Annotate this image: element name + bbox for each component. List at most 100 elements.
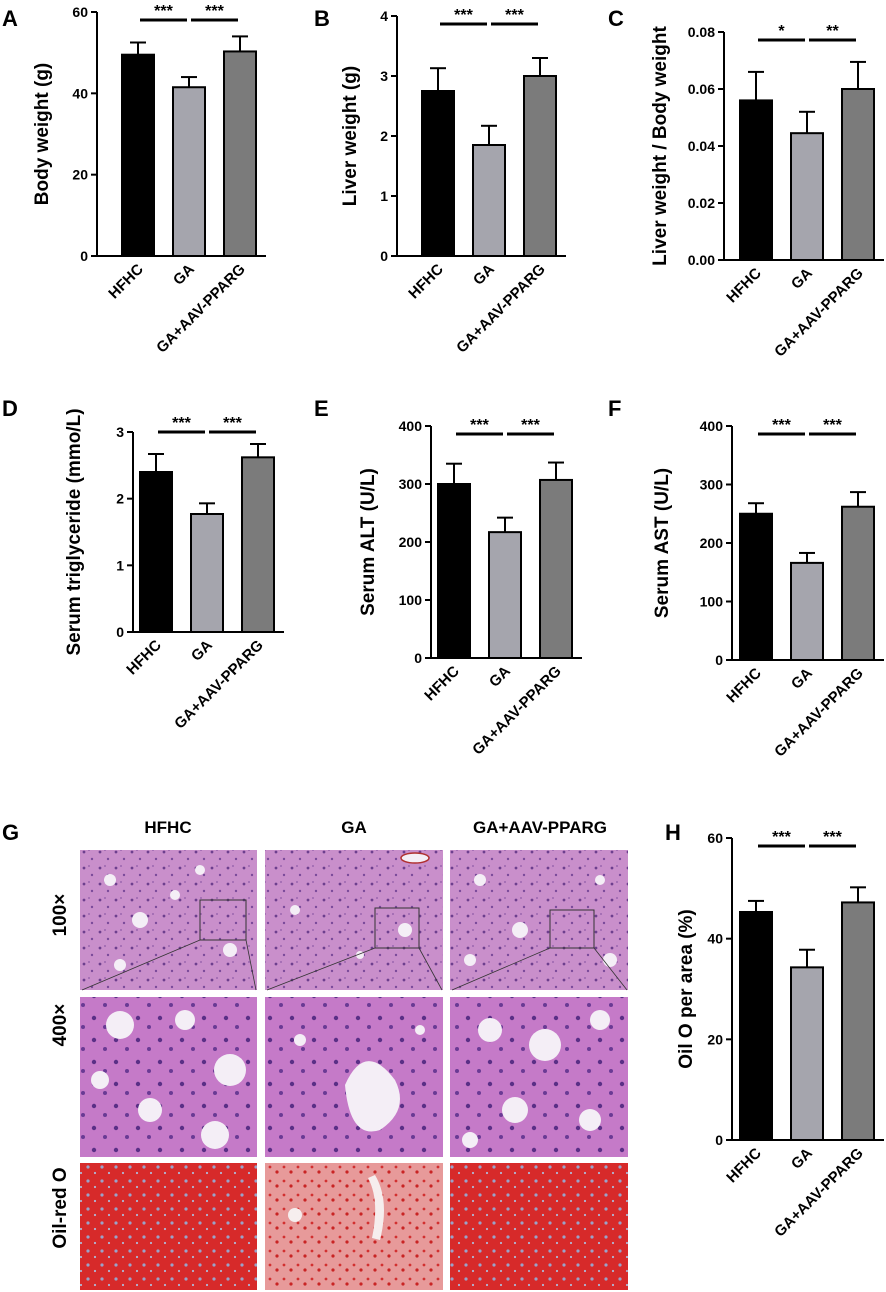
x-tick-label: HFHC [123, 637, 165, 679]
y-tick-label: 0.06 [688, 81, 715, 97]
bar [421, 90, 455, 257]
histology-row-label: 100× [50, 894, 71, 937]
x-tick-label: GA+AAV-PPARG [771, 265, 867, 361]
y-tick-label: 2 [380, 128, 388, 144]
y-tick-label: 4 [380, 8, 388, 24]
x-tick-label: HFHC [105, 261, 147, 303]
y-axis-label: Body weight (g) [32, 63, 53, 205]
x-tick-label: HFHC [723, 265, 765, 307]
bar [739, 512, 773, 661]
bar [139, 471, 173, 633]
y-axis-label: Serum ALT (U/L) [358, 468, 379, 616]
y-tick-label: 0.02 [688, 195, 715, 211]
y-tick-label: 0 [380, 248, 388, 264]
bar [739, 910, 773, 1141]
significance-label: *** [205, 3, 224, 20]
y-tick-label: 0.04 [688, 138, 715, 154]
y-tick-label: 2 [116, 491, 124, 507]
y-tick-label: 3 [116, 424, 124, 440]
bar [841, 505, 875, 662]
histology-row-label: 400× [50, 1004, 71, 1047]
bar [121, 53, 155, 258]
significance-label: ** [826, 23, 839, 40]
bar [523, 75, 557, 257]
panel-label-F: F [608, 396, 621, 421]
bar [472, 144, 506, 257]
x-tick-label: GA+AAV-PPARG [153, 261, 249, 357]
y-tick-label: 300 [700, 477, 724, 493]
bar [841, 88, 875, 261]
significance-label: *** [154, 3, 173, 20]
bar [437, 483, 471, 659]
panel-label-A: A [2, 6, 18, 31]
y-tick-label: 400 [399, 418, 423, 434]
y-axis-label: Oil O per area (%) [676, 909, 697, 1068]
y-tick-label: 400 [700, 418, 724, 434]
bar [790, 561, 824, 662]
y-tick-label: 1 [116, 557, 124, 573]
y-tick-label: 60 [72, 4, 88, 20]
y-tick-label: 100 [399, 592, 423, 608]
y-axis-label: Serum AST (U/L) [652, 468, 673, 618]
panel-label-H: H [665, 820, 681, 845]
significance-label: *** [772, 829, 791, 846]
chart-panel-A: A 0 20 40 60 Body weight (g) HFHC GAGA+AAV-PPAR… [2, 3, 266, 356]
bar [223, 50, 257, 257]
y-tick-label: 20 [707, 1031, 723, 1047]
y-tick-label: 0 [715, 1132, 723, 1148]
y-tick-label: 200 [700, 535, 724, 551]
panel-label-C: C [608, 6, 624, 31]
bar [739, 99, 773, 262]
x-tick-label: GA [170, 261, 198, 289]
significance-label: *** [172, 415, 191, 432]
significance-label: *** [454, 7, 473, 24]
y-tick-label: 100 [700, 594, 724, 610]
x-tick-label: GA [188, 637, 216, 665]
significance-label: *** [521, 417, 540, 434]
y-tick-label: 0 [116, 624, 124, 640]
y-axis-label: Liver weight (g) [340, 66, 361, 206]
chart-panel-E: E 0 100 200 300 400 Serum ALT (U/L) HFHC GAGA+AA… [314, 396, 582, 758]
histology-image-oilredo-ga [265, 1163, 443, 1290]
x-tick-label: GA [788, 1145, 816, 1173]
y-tick-label: 300 [399, 476, 423, 492]
histology-image-100x-hfhc [80, 850, 257, 991]
significance-label: *** [823, 829, 842, 846]
histology-image-400x-ga-aav-pparg [450, 997, 628, 1157]
panel-label-D: D [2, 396, 18, 421]
chart-panel-D: D 0 1 2 3 Serum triglyceride (mmo/L) HFHC GAGA+… [2, 396, 284, 732]
chart-panel-F: F 0 100 200 300 400 Serum AST (U/L) HFHC GAGA+AA… [608, 396, 884, 760]
chart-panel-H: H 0 20 40 60 Oil O per area (%) HFHC GAGA+AAV-P… [665, 820, 884, 1240]
bar [241, 456, 275, 634]
y-tick-label: 0 [715, 652, 723, 668]
y-tick-label: 60 [707, 830, 723, 846]
x-tick-label: GA+AAV-PPARG [171, 637, 267, 733]
x-tick-label: GA [788, 665, 816, 693]
panel-label-B: B [314, 6, 330, 31]
x-tick-label: HFHC [723, 1145, 765, 1187]
significance-label: *** [772, 417, 791, 434]
x-tick-label: GA [470, 261, 498, 289]
bar [790, 132, 824, 261]
x-tick-label: HFHC [723, 665, 765, 707]
histology-column-header: GA [341, 818, 367, 837]
bar [488, 531, 522, 660]
bar [841, 901, 875, 1142]
panel-label-E: E [314, 396, 329, 421]
y-tick-label: 20 [72, 167, 88, 183]
panel-label-G: G [2, 820, 19, 845]
x-tick-label: HFHC [421, 663, 463, 705]
bar [790, 966, 824, 1142]
y-axis-label: Liver weight / Body weight [650, 26, 671, 266]
y-tick-label: 200 [399, 534, 423, 550]
y-tick-label: 0.08 [688, 24, 715, 40]
y-tick-label: 0 [414, 650, 422, 666]
bar [539, 478, 573, 659]
significance-label: * [778, 23, 785, 40]
chart-panel-B: B 0 1 2 3 4 Liver weight (g) HFHC GAGA+AAV-PPARG… [314, 6, 566, 356]
histology-image-400x-ga [265, 997, 443, 1157]
histology-column-header: GA+AAV-PPARG [473, 818, 607, 837]
x-tick-label: GA+AAV-PPARG [453, 261, 549, 357]
y-tick-label: 3 [380, 68, 388, 84]
